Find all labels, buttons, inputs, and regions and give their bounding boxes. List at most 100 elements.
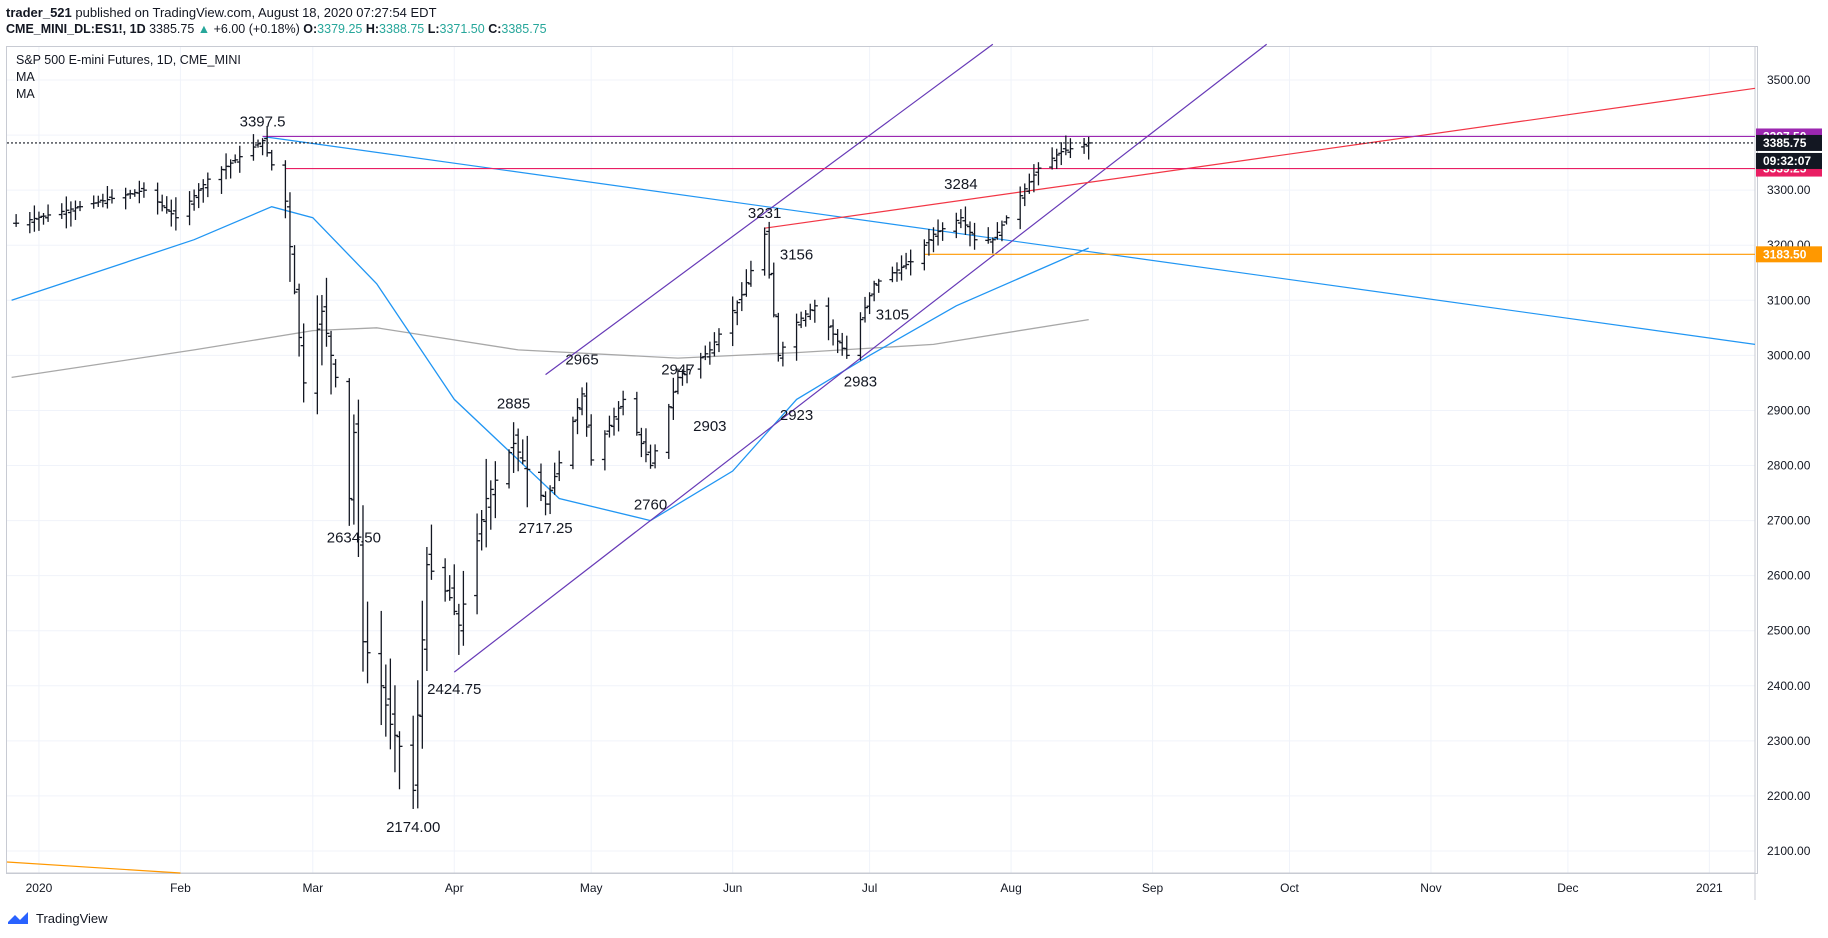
ohlc-bar [642,428,649,463]
price-tag[interactable] [1756,134,1822,151]
price-tag-label: 3183.50 [1763,247,1807,261]
ohlc-bar [510,422,517,473]
ohlc-bar [1035,162,1042,186]
ohlc-bar [574,398,581,435]
author-name[interactable]: trader_521 [6,5,72,20]
ohlc-bar [953,212,960,239]
moving-averages [11,206,1089,522]
annotations: 3397.5 2634.50 2174.00 2424.75 2885 2717.25 29… [240,113,978,836]
ohlc-bar [291,245,298,295]
ohlc-bar [364,601,371,684]
ohlc-bar [446,575,453,601]
ohlc-bar [547,485,554,515]
close-label: C: [488,22,502,36]
ohlc-bar [40,212,47,225]
ohlc-bar [994,222,1001,240]
ohlc-bar [798,311,805,329]
horizontal-lines[interactable] [7,135,1755,255]
ohlc-bar [925,229,932,256]
ohlc-bar [13,214,20,227]
price-tag[interactable] [1756,246,1822,263]
time-tick-label: Aug [1000,881,1021,895]
ohlc-bar [1017,186,1024,230]
ohlc-bar [1081,137,1088,154]
ohlc-bar [935,219,942,246]
ohlc-bar [930,227,937,253]
trendline-purple-upper[interactable] [545,43,994,376]
price-annotation: 2923 [780,407,813,424]
ohlc-bar [286,192,293,282]
ohlc-bar [163,196,170,214]
price-annotation: 3105 [876,307,909,324]
ohlc-bar [108,189,115,204]
ohlc-bar [679,369,686,386]
price-tick-label: 2800.00 [1767,459,1811,473]
ohlc-bar [957,209,964,229]
ohlc-bar [734,300,741,326]
legend-ma-2[interactable]: MA [16,87,35,101]
ohlc-bar [697,352,704,379]
ohlc-bar [802,310,809,327]
ohlc-bar [839,332,846,356]
ohlc-bar [743,269,750,297]
trendlines[interactable] [6,43,1756,874]
ohlc-bar [611,407,618,436]
ohlc-bar [579,387,586,416]
ohlc-bar [1049,147,1056,170]
price-tick-label: 2700.00 [1767,514,1811,528]
ohlc-bar [670,377,677,420]
ohlc-bar [232,154,239,164]
trendline-blue-down[interactable] [262,135,1756,345]
ohlc-bar [328,330,335,395]
ohlc-bar [770,262,777,318]
legend-ma-1[interactable]: MA [16,70,35,84]
ohlc-bar [779,341,786,367]
ohlc-bar [227,159,234,179]
trendline-red-rising[interactable] [764,87,1756,229]
legend-title[interactable]: S&P 500 E-mini Futures, 1D, CME_MINI [16,53,241,67]
ohlc-bar [255,139,262,148]
countdown-label: 09:32:07 [1763,154,1811,168]
price-axis[interactable]: 2100.00 2200.00 2300.00 2400.00 2500.00 2600.… [1756,73,1822,858]
ohlc-bar [862,296,869,323]
ohlc-bar [77,201,84,212]
symbol-label: CME_MINI_DL:ES1!, 1D [6,22,146,36]
ohlc-bar [154,182,161,215]
time-tick-label: 2020 [26,881,53,895]
ohlc-bar [483,458,490,548]
ohlc-bar [323,277,330,347]
ohlc-bar [1067,138,1074,159]
high-value: 3388.75 [379,22,425,36]
ohlc-bar [638,427,645,458]
close-value: 3385.75 [501,22,547,36]
ohlc-bar [140,182,147,198]
price-annotation: 2760 [634,497,667,514]
trendline-orange-lower-left[interactable] [6,861,181,874]
ohlc-bar [830,319,837,346]
ohlc-bar [387,658,394,750]
ohlc-bar [583,382,590,437]
ohlc-bar [382,664,389,737]
ohlc-bar [492,461,499,519]
ohlc-bar [665,403,672,459]
ohlc-bar [706,341,713,365]
tradingview-logo-icon[interactable] [6,910,30,926]
ohlc-bar [250,134,257,161]
ohlc-bar [191,189,198,211]
footer-brand[interactable]: TradingView [36,910,108,926]
ohlc-bar [95,195,102,207]
ohlc-bar [551,462,558,495]
time-tick-label: Mar [302,881,323,895]
price-annotation: 2947 [661,362,694,379]
price-change: +6.00 (+0.18%) [213,22,300,36]
price-annotation: 2965 [565,352,598,369]
ohlc-bars [13,125,1092,809]
slow-moving-average-line [11,318,1089,379]
price-annotation: 2983 [844,374,877,391]
price-tick-label: 2200.00 [1767,789,1811,803]
time-tick-label: Feb [170,881,191,895]
ohlc-bar [200,179,207,203]
ohlc-bar [136,180,143,204]
time-axis[interactable]: 2020 Feb Mar Apr May Jun Jul Aug Sep Oct Nov Dec 202… [26,881,1723,895]
